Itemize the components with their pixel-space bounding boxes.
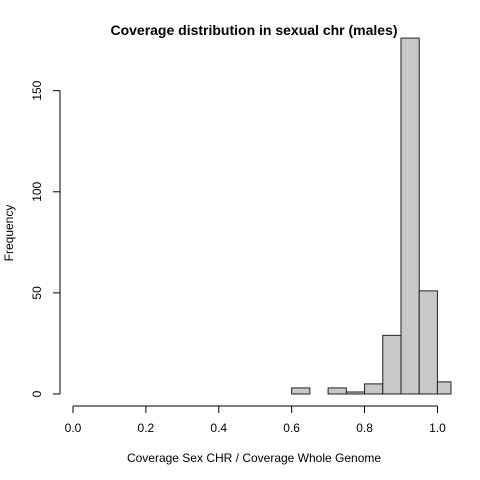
bars-group	[291, 37, 452, 395]
x-tick-label: 0.8	[356, 421, 373, 435]
histogram-bar	[400, 37, 420, 395]
x-axis: 0.0 0.2 0.4 0.6 0.8 1.0	[65, 405, 446, 435]
x-tick-label: 0.0	[65, 421, 82, 435]
histogram-bar	[436, 381, 452, 395]
chart-title: Coverage distribution in sexual chr (mal…	[110, 22, 397, 38]
x-axis-label: Coverage Sex CHR / Coverage Whole Genome	[127, 451, 381, 465]
histogram-bar	[418, 290, 438, 395]
y-axis-label: Frequency	[2, 205, 16, 262]
histogram-bar	[345, 391, 366, 395]
y-tick-label: 100	[30, 181, 44, 201]
histogram-bar	[291, 387, 311, 395]
histogram-bar	[327, 387, 347, 395]
y-tick-label: 50	[30, 286, 44, 300]
x-tick-label: 1.0	[429, 421, 446, 435]
x-tick-label: 0.6	[283, 421, 300, 435]
histogram-bar	[382, 334, 402, 395]
x-tick-label: 0.4	[210, 421, 227, 435]
y-tick-label: 0	[30, 390, 44, 397]
histogram-bar	[364, 383, 384, 395]
x-tick-label: 0.2	[138, 421, 155, 435]
y-axis: 0 50 100 150	[30, 80, 61, 397]
y-tick-label: 150	[30, 80, 44, 100]
